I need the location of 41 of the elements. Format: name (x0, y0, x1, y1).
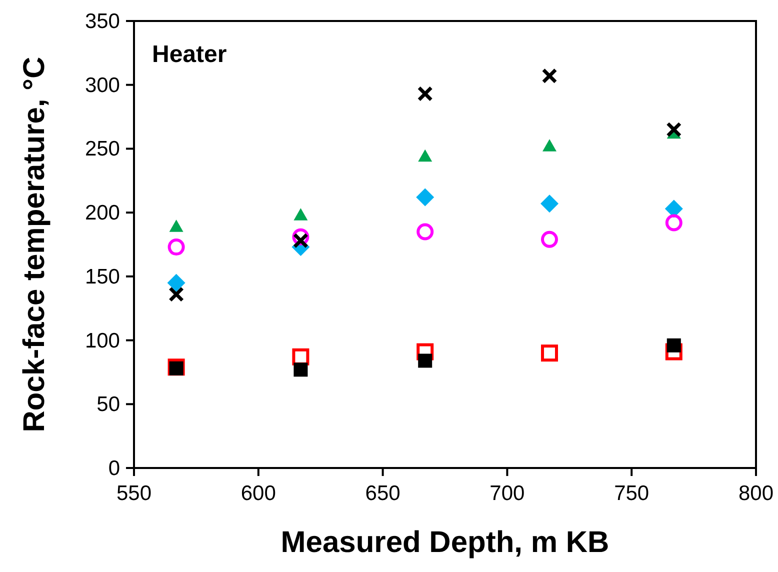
point (416, 343, 434, 360)
point (417, 86, 433, 102)
point (416, 188, 434, 206)
y-tick-label: 100 (84, 329, 120, 352)
point (167, 274, 186, 292)
point (664, 200, 683, 218)
point (540, 230, 558, 248)
y-tick-label: 150 (84, 265, 120, 288)
x-tick-label: 600 (240, 482, 276, 505)
x-tick-label: 800 (738, 482, 774, 505)
x-tick-label: 550 (116, 482, 152, 505)
point (666, 122, 682, 138)
point (540, 194, 558, 213)
point (542, 68, 558, 84)
point (418, 354, 432, 368)
point (292, 232, 308, 248)
y-tick-label: 300 (84, 74, 120, 97)
x-tick-label: 650 (365, 482, 400, 505)
point (294, 208, 308, 220)
y-tick-label: 200 (84, 202, 120, 225)
point (168, 238, 185, 256)
y-tick-label: 0 (108, 457, 120, 480)
text: Heater (152, 41, 227, 68)
y-tick-label: 350 (84, 10, 120, 33)
point (169, 220, 184, 232)
point (168, 286, 184, 302)
y-axis-title: Rock-face temperature, °C (18, 56, 51, 432)
point (418, 149, 432, 162)
point (292, 348, 310, 366)
x-tick-label: 750 (614, 482, 650, 505)
y-tick-label: 250 (84, 138, 120, 161)
point (416, 223, 434, 240)
point (665, 343, 682, 360)
point (665, 214, 682, 232)
point (540, 344, 558, 362)
point (542, 139, 556, 152)
x-tick-label: 700 (490, 482, 525, 505)
point (666, 338, 681, 352)
x-axis-title: Measured Depth, m KB (280, 526, 610, 559)
point (294, 362, 308, 377)
y-tick-label: 50 (96, 393, 120, 416)
